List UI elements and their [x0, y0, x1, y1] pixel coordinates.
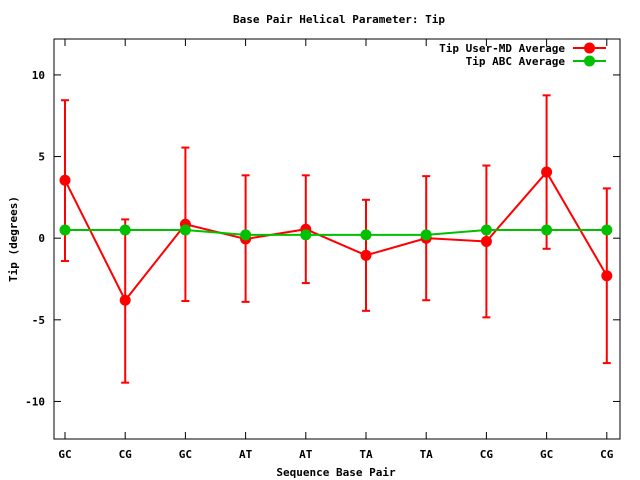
data-point-user-md	[541, 166, 553, 178]
y-axis-label: Tip (degrees)	[7, 196, 20, 282]
series-line-abc	[65, 229, 607, 236]
data-point-abc	[119, 224, 131, 236]
x-tick-label: TA	[359, 448, 373, 461]
data-point-abc	[59, 224, 71, 236]
data-point-user-md	[119, 294, 131, 306]
x-tick-label: TA	[420, 448, 434, 461]
series-abc	[59, 224, 613, 241]
x-tick-label: AT	[299, 448, 313, 461]
y-tick-label: -10	[25, 395, 45, 408]
data-point-abc	[420, 229, 432, 241]
x-axis: GC CG GC AT AT TA TA CG GC CG	[58, 39, 614, 461]
x-tick-label: GC	[540, 448, 553, 461]
x-tick-label: GC	[58, 448, 71, 461]
x-axis-label: Sequence Base Pair	[276, 466, 396, 479]
y-tick-label: -5	[32, 314, 45, 327]
x-tick-label: AT	[239, 448, 253, 461]
series-layer	[59, 94, 613, 384]
data-point-abc	[360, 229, 372, 241]
legend-marker	[584, 42, 595, 54]
y-axis: -10 -5 0 5 10	[25, 69, 620, 408]
plot-frame	[53, 38, 621, 440]
data-point-user-md	[360, 249, 372, 261]
x-tick-label: CG	[600, 448, 614, 461]
chart-title: Base Pair Helical Parameter: Tip	[233, 13, 445, 26]
data-point-user-md	[601, 270, 613, 282]
data-point-abc	[480, 224, 492, 236]
legend-label-user-md: Tip User-MD Average	[439, 42, 565, 55]
x-tick-label: CG	[480, 448, 494, 461]
series-user-md	[59, 94, 613, 384]
y-tick-label: 10	[32, 69, 45, 82]
y-tick-label: 5	[38, 151, 45, 164]
data-point-abc	[601, 224, 613, 236]
series-line-user-md	[64, 170, 608, 303]
x-tick-label: CG	[119, 448, 133, 461]
data-point-user-md	[59, 174, 71, 186]
legend-marker	[584, 55, 595, 67]
legend: Tip User-MD Average Tip ABC Average	[439, 42, 606, 68]
data-point-abc	[541, 224, 553, 236]
legend-label-abc: Tip ABC Average	[466, 55, 566, 68]
data-point-abc	[179, 224, 191, 236]
data-point-user-md	[480, 235, 492, 247]
y-tick-label: 0	[38, 232, 45, 245]
data-point-abc	[300, 229, 312, 241]
x-tick-label: GC	[179, 448, 192, 461]
data-point-abc	[240, 229, 252, 241]
